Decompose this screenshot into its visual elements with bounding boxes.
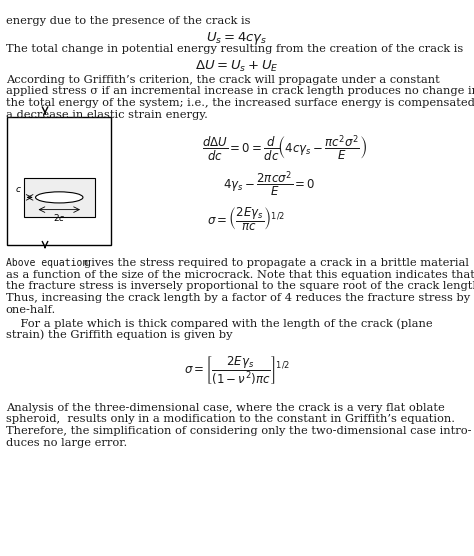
Text: strain) the Griffith equation is given by: strain) the Griffith equation is given b… xyxy=(6,330,232,340)
Text: $\sigma = \left(\dfrac{2E\gamma_s}{\pi c}\right)^{1/2}$: $\sigma = \left(\dfrac{2E\gamma_s}{\pi c… xyxy=(208,206,285,233)
Text: Therefore, the simplification of considering only the two-dimensional case intro: Therefore, the simplification of conside… xyxy=(6,426,471,436)
Bar xyxy=(7,117,111,245)
Text: Thus, increasing the crack length by a factor of 4 reduces the fracture stress b: Thus, increasing the crack length by a f… xyxy=(6,293,470,303)
Bar xyxy=(24,178,95,217)
Text: applied stress σ if an incremental increase in crack length produces no change i: applied stress σ if an incremental incre… xyxy=(6,86,474,96)
Text: Analysis of the three-dimensional case, where the crack is a very flat oblate: Analysis of the three-dimensional case, … xyxy=(6,403,445,413)
Text: the fracture stress is inversely proportional to the square root of the crack le: the fracture stress is inversely proport… xyxy=(6,281,474,291)
Text: one-half.: one-half. xyxy=(6,305,56,315)
Text: duces no large error.: duces no large error. xyxy=(6,438,127,448)
Text: gives the stress required to propagate a crack in a brittle material: gives the stress required to propagate a… xyxy=(84,258,469,268)
Text: According to Griffith’s criterion, the crack will propagate under a constant: According to Griffith’s criterion, the c… xyxy=(6,75,439,85)
Text: as a function of the size of the microcrack. Note that this equation indicates t: as a function of the size of the microcr… xyxy=(6,270,474,280)
Text: For a plate which is thick compared with the length of the crack (plane: For a plate which is thick compared with… xyxy=(6,318,432,329)
Text: a decrease in elastic strain energy.: a decrease in elastic strain energy. xyxy=(6,110,208,120)
Text: $4\gamma_s - \dfrac{2\pi c\sigma^2}{E} = 0$: $4\gamma_s - \dfrac{2\pi c\sigma^2}{E} =… xyxy=(223,170,315,199)
Text: $U_s = 4c\gamma_s$: $U_s = 4c\gamma_s$ xyxy=(206,30,268,46)
Text: $2c$: $2c$ xyxy=(53,212,65,224)
Text: $\Delta U = U_s + U_E$: $\Delta U = U_s + U_E$ xyxy=(195,59,279,74)
Text: $c$: $c$ xyxy=(15,185,22,194)
Text: $\dfrac{d\Delta U}{dc} = 0 = \dfrac{d}{dc}\!\left(4c\gamma_s - \dfrac{\pi c^2\si: $\dfrac{d\Delta U}{dc} = 0 = \dfrac{d}{d… xyxy=(202,133,367,163)
Text: spheroid,  results only in a modification to the constant in Griffith’s equation: spheroid, results only in a modification… xyxy=(6,414,455,424)
Text: The total change in potential energy resulting from the creation of the crack is: The total change in potential energy res… xyxy=(6,44,463,54)
Text: Above equation: Above equation xyxy=(6,258,88,268)
Ellipse shape xyxy=(36,192,83,203)
Text: $\sigma = \left[\dfrac{2E\gamma_s}{(1-\nu^2)\pi c}\right]^{1/2}$: $\sigma = \left[\dfrac{2E\gamma_s}{(1-\n… xyxy=(184,354,290,386)
Text: the total energy of the system; i.e., the increased surface energy is compensate: the total energy of the system; i.e., th… xyxy=(6,98,474,108)
Text: energy due to the presence of the crack is: energy due to the presence of the crack … xyxy=(6,16,250,26)
